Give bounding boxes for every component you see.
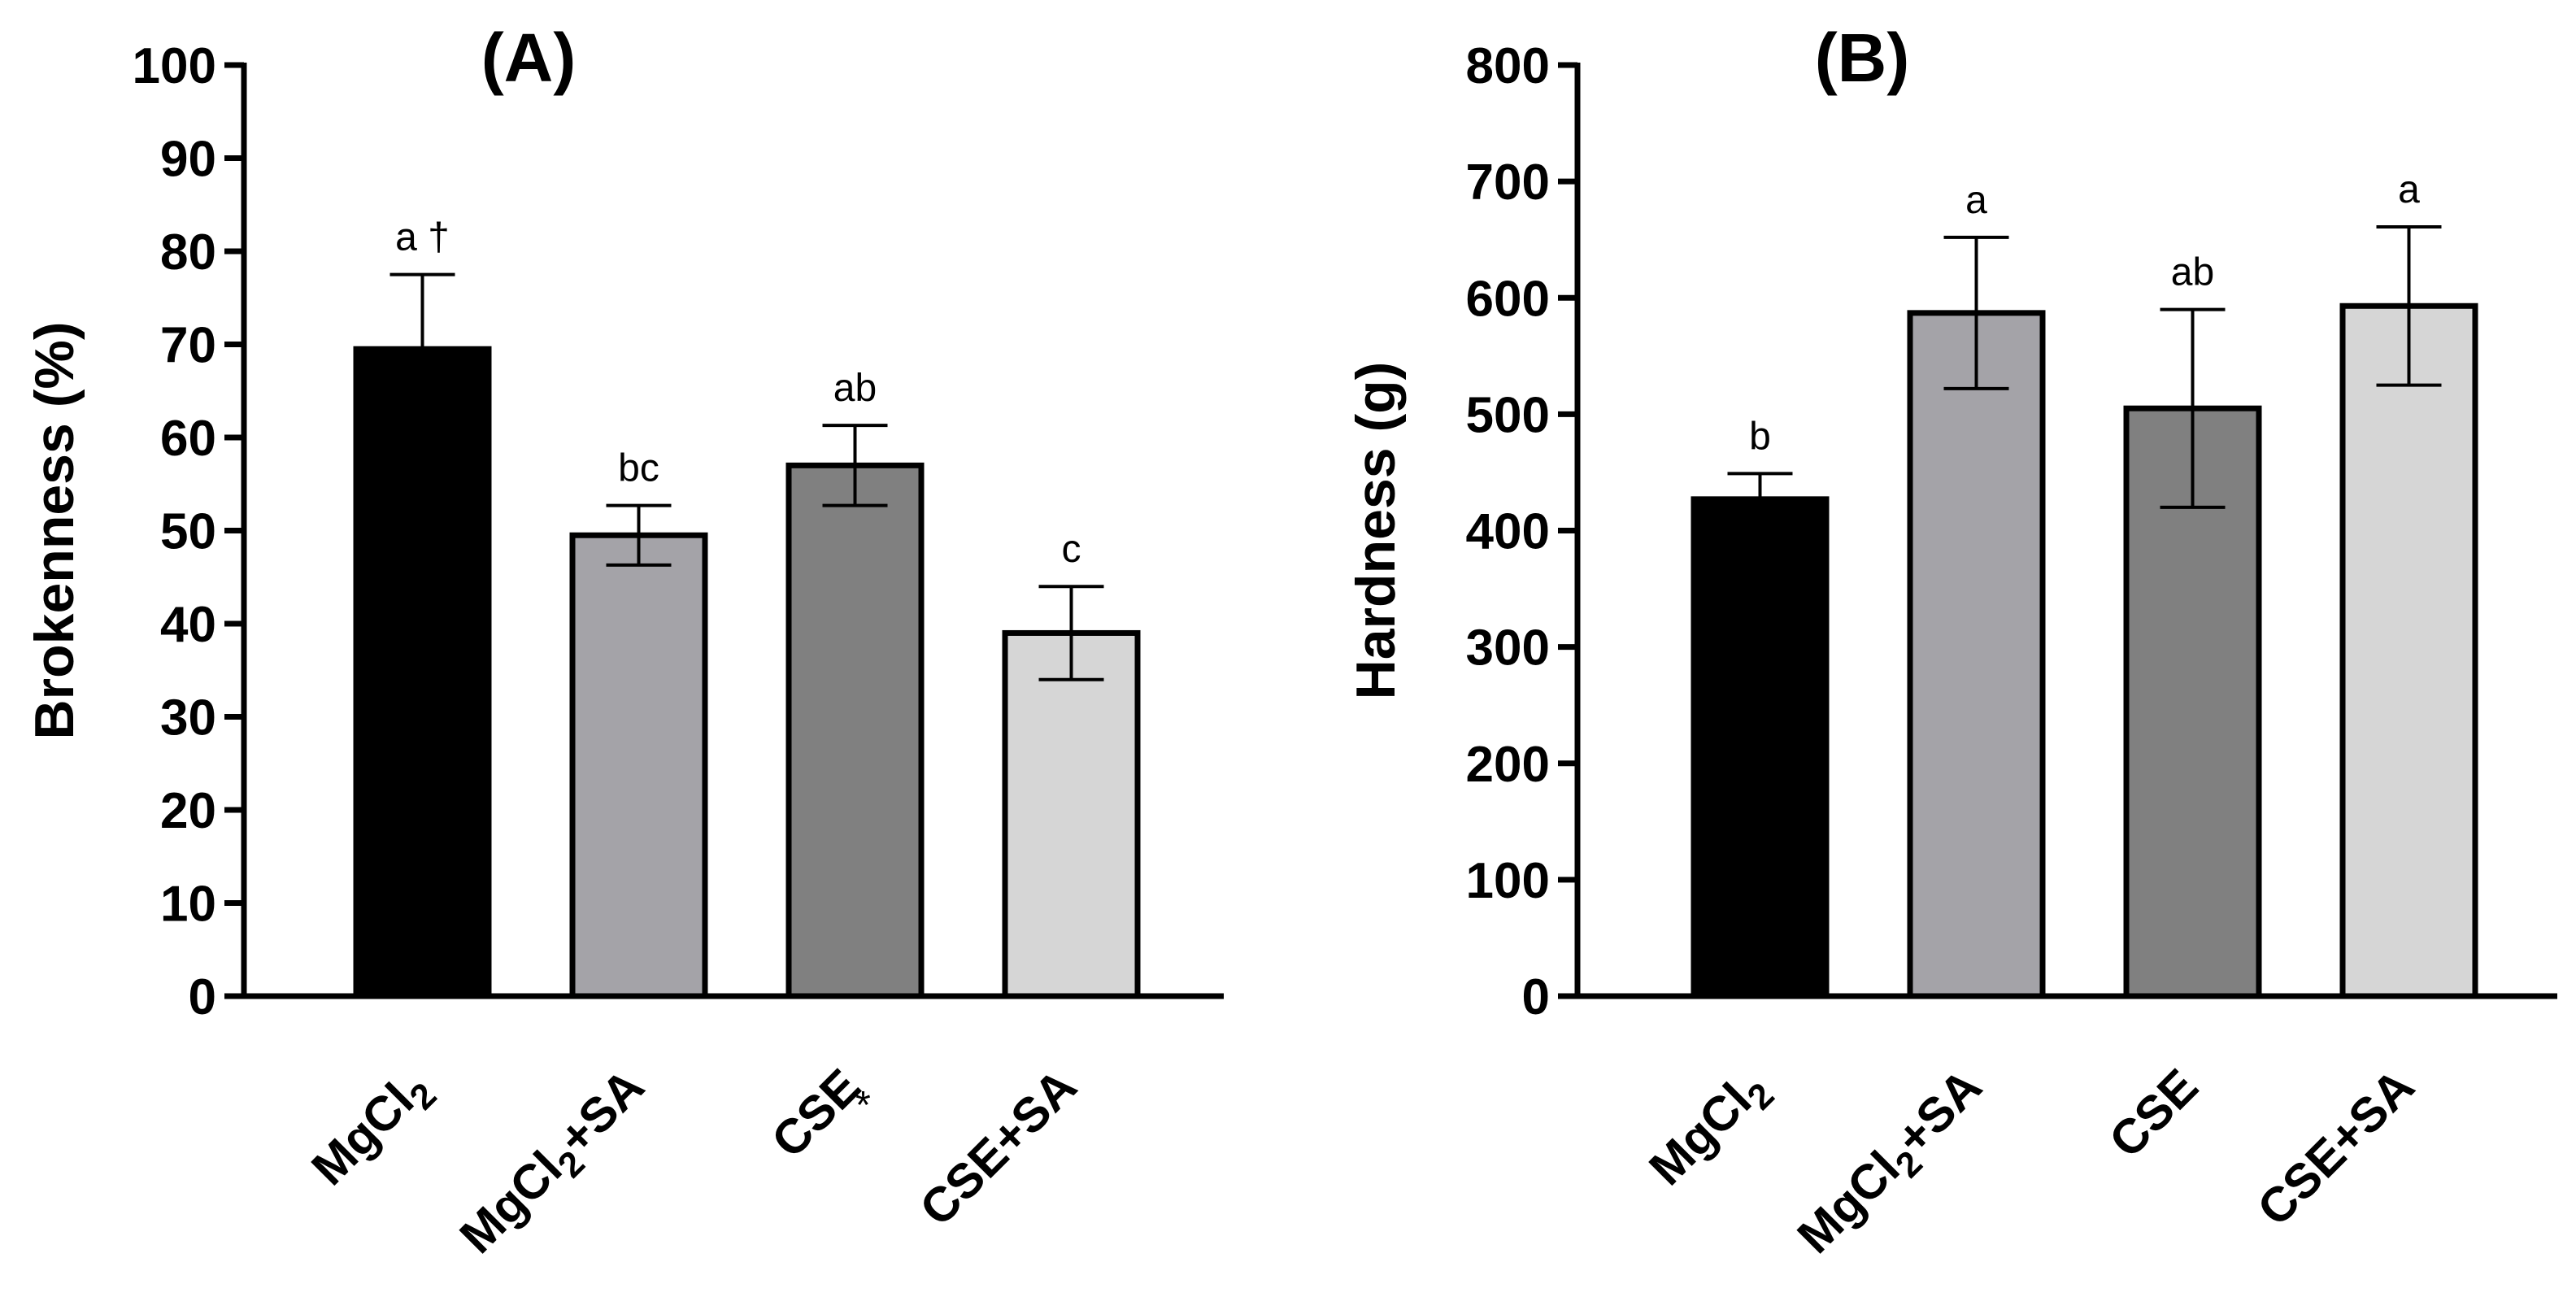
significance-label: ab [2171, 251, 2214, 294]
x-tick-label: MgCl2+SA [1787, 1059, 1999, 1270]
x-tick-label: MgCl2 [1638, 1059, 1782, 1202]
y-tick-label: 40 [160, 597, 216, 653]
y-tick-label: 50 [160, 504, 216, 560]
y-tick-label: 300 [1466, 620, 1550, 677]
bar [1907, 310, 2046, 999]
bar [785, 462, 925, 999]
y-tick-label: 600 [1466, 271, 1550, 327]
y-tick-label: 100 [133, 38, 216, 94]
significance-label: ab [833, 367, 877, 410]
bar [1002, 629, 1141, 999]
y-tick-label: 0 [189, 969, 216, 1025]
y-tick-label: 700 [1466, 155, 1550, 211]
panel-title: (B) [1815, 20, 1910, 96]
bar [1690, 496, 1830, 999]
x-tick-main: CSE+SA [2247, 1059, 2424, 1236]
x-tick-main: CSE [761, 1059, 871, 1169]
panel-b: (B) 0 100 200 300 400 500 600 700 800 Hardness (g)… [1345, 20, 2557, 1270]
y-tick-label: 500 [1466, 387, 1550, 443]
x-tick-label: CSE+SA [909, 1059, 1086, 1236]
panel-a: (A) 0 10 20 30 40 50 60 70 80 90 100 Brokenness (%) a… [24, 20, 1224, 1270]
x-tick-label: CSE [761, 1059, 871, 1169]
x-tick-main: CSE [2099, 1059, 2208, 1169]
y-tick-label: 200 [1466, 737, 1550, 793]
panel-title: (A) [481, 20, 577, 96]
bar [2339, 302, 2478, 999]
x-tick-label: MgCl2+SA [450, 1059, 661, 1270]
y-tick-label: 30 [160, 690, 216, 746]
y-tick-label: 60 [160, 411, 216, 467]
significance-label: a [1965, 179, 1987, 222]
y-tick-label: 70 [160, 318, 216, 374]
significance-label: b [1749, 415, 1771, 458]
significance-label: a [2398, 168, 2420, 211]
y-tick-label: 800 [1466, 38, 1550, 94]
y-tick-label: 100 [1466, 853, 1550, 909]
x-tick-label: MgCl2 [301, 1059, 444, 1202]
x-tick-main: CSE+SA [909, 1059, 1086, 1236]
x-tick-label: CSE+SA [2247, 1059, 2424, 1236]
bar [569, 532, 708, 999]
y-tick-label: 20 [160, 783, 216, 839]
y-tick-label: 80 [160, 224, 216, 281]
y-axis-label: Brokenness (%) [24, 322, 85, 740]
significance-label: bc [618, 447, 659, 490]
bar [353, 346, 492, 999]
y-axis-label: Hardness (g) [1345, 362, 1407, 700]
y-tick-label: 10 [160, 877, 216, 933]
y-tick-label: 400 [1466, 504, 1550, 560]
x-tick-label: CSE [2099, 1059, 2208, 1169]
significance-label: c [1062, 528, 1081, 571]
y-tick-label: 0 [1522, 969, 1550, 1025]
y-tick-label: 90 [160, 132, 216, 188]
significance-label: a † [395, 216, 450, 259]
x-tick-asterisk: * [855, 1084, 871, 1127]
